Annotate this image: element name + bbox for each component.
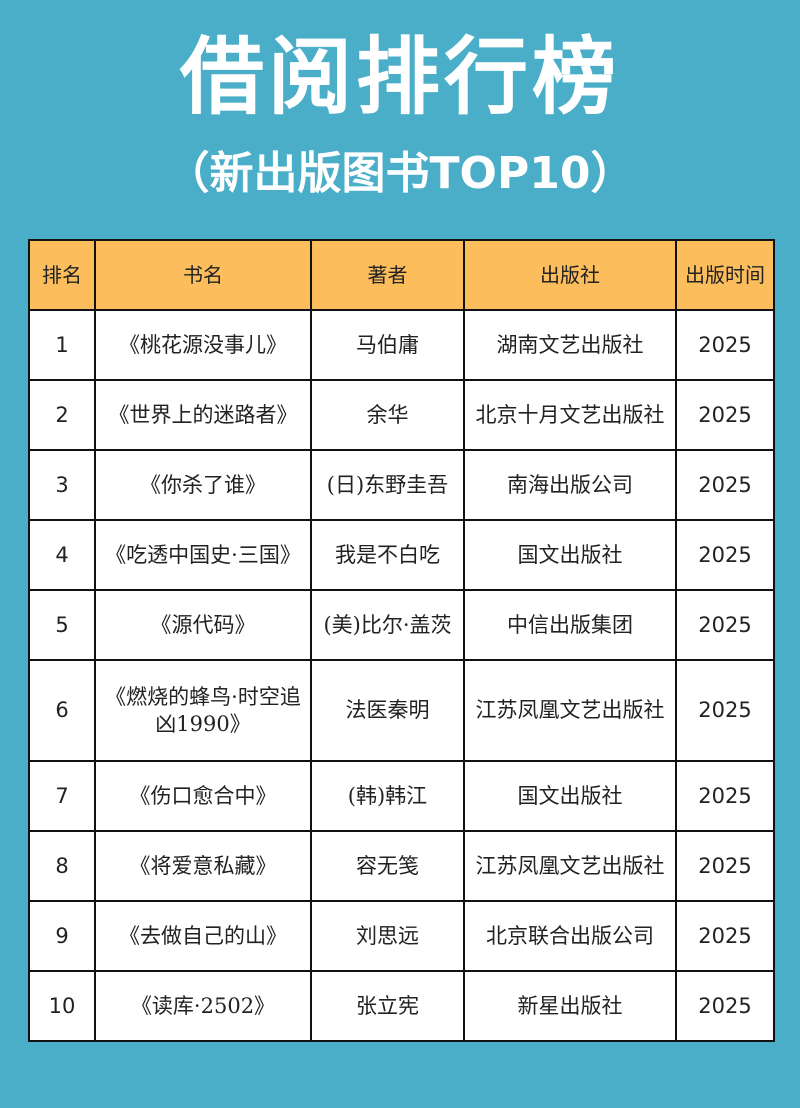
- table-row: 9 《去做自己的山》 刘思远 北京联合出版公司 2025: [28, 900, 775, 972]
- table-row: 2 《世界上的迷路者》 余华 北京十月文艺出版社 2025: [28, 379, 775, 451]
- author-cell: (韩)韩江: [310, 760, 465, 832]
- publisher-cell: 新星出版社: [463, 970, 677, 1042]
- table-row: 3 《你杀了谁》 (日)东野圭吾 南海出版公司 2025: [28, 449, 775, 521]
- year-cell: 2025: [675, 970, 775, 1042]
- rank-cell: 9: [28, 900, 96, 972]
- year-cell: 2025: [675, 589, 775, 661]
- author-cell: 余华: [310, 379, 465, 451]
- author-cell: (美)比尔·盖茨: [310, 589, 465, 661]
- book-title-cell: 《燃烧的蜂鸟·时空追凶1990》: [94, 659, 312, 762]
- table-row: 8 《将爱意私藏》 容无笺 江苏凤凰文艺出版社 2025: [28, 830, 775, 902]
- book-title-cell: 《将爱意私藏》: [94, 830, 312, 902]
- author-cell: 法医秦明: [310, 659, 465, 762]
- rank-cell: 6: [28, 659, 96, 762]
- book-title-cell: 《读库·2502》: [94, 970, 312, 1042]
- book-title-cell: 《桃花源没事儿》: [94, 309, 312, 381]
- author-cell: (日)东野圭吾: [310, 449, 465, 521]
- header-publish-time: 出版时间: [675, 239, 775, 311]
- year-cell: 2025: [675, 379, 775, 451]
- year-cell: 2025: [675, 659, 775, 762]
- page-subtitle: （新出版图书TOP10）: [165, 148, 635, 199]
- year-cell: 2025: [675, 449, 775, 521]
- publisher-cell: 北京十月文艺出版社: [463, 379, 677, 451]
- ranking-table: 排名 书名 著者 出版社 出版时间 1 《桃花源没事儿》 马伯庸 湖南文艺出版社…: [28, 239, 775, 1042]
- table-row: 1 《桃花源没事儿》 马伯庸 湖南文艺出版社 2025: [28, 309, 775, 381]
- table-header: 排名 书名 著者 出版社 出版时间: [28, 239, 775, 311]
- year-cell: 2025: [675, 830, 775, 902]
- header-publisher: 出版社: [463, 239, 677, 311]
- rank-cell: 2: [28, 379, 96, 451]
- publisher-cell: 中信出版集团: [463, 589, 677, 661]
- publisher-cell: 国文出版社: [463, 760, 677, 832]
- table-row: 5 《源代码》 (美)比尔·盖茨 中信出版集团 2025: [28, 589, 775, 661]
- publisher-cell: 湖南文艺出版社: [463, 309, 677, 381]
- year-cell: 2025: [675, 519, 775, 591]
- book-title-cell: 《伤口愈合中》: [94, 760, 312, 832]
- header-row: 排名 书名 著者 出版社 出版时间: [28, 239, 775, 311]
- author-cell: 容无笺: [310, 830, 465, 902]
- rank-cell: 4: [28, 519, 96, 591]
- table-row: 7 《伤口愈合中》 (韩)韩江 国文出版社 2025: [28, 760, 775, 832]
- rank-cell: 5: [28, 589, 96, 661]
- book-title-cell: 《吃透中国史·三国》: [94, 519, 312, 591]
- header-book: 书名: [94, 239, 312, 311]
- publisher-cell: 江苏凤凰文艺出版社: [463, 659, 677, 762]
- year-cell: 2025: [675, 760, 775, 832]
- rank-cell: 1: [28, 309, 96, 381]
- table-row: 4 《吃透中国史·三国》 我是不白吃 国文出版社 2025: [28, 519, 775, 591]
- publisher-cell: 南海出版公司: [463, 449, 677, 521]
- author-cell: 马伯庸: [310, 309, 465, 381]
- header-rank: 排名: [28, 239, 96, 311]
- table-row: 6 《燃烧的蜂鸟·时空追凶1990》 法医秦明 江苏凤凰文艺出版社 2025: [28, 659, 775, 762]
- table-body: 1 《桃花源没事儿》 马伯庸 湖南文艺出版社 2025 2 《世界上的迷路者》 …: [28, 309, 775, 1042]
- publisher-cell: 江苏凤凰文艺出版社: [463, 830, 677, 902]
- year-cell: 2025: [675, 309, 775, 381]
- table-row: 10 《读库·2502》 张立宪 新星出版社 2025: [28, 970, 775, 1042]
- book-title-cell: 《世界上的迷路者》: [94, 379, 312, 451]
- year-cell: 2025: [675, 900, 775, 972]
- rank-cell: 7: [28, 760, 96, 832]
- rank-cell: 8: [28, 830, 96, 902]
- book-title-cell: 《源代码》: [94, 589, 312, 661]
- author-cell: 刘思远: [310, 900, 465, 972]
- page-title: 借阅排行榜: [179, 28, 620, 126]
- author-cell: 我是不白吃: [310, 519, 465, 591]
- book-title-cell: 《你杀了谁》: [94, 449, 312, 521]
- publisher-cell: 国文出版社: [463, 519, 677, 591]
- header-author: 著者: [310, 239, 465, 311]
- rank-cell: 10: [28, 970, 96, 1042]
- publisher-cell: 北京联合出版公司: [463, 900, 677, 972]
- rank-cell: 3: [28, 449, 96, 521]
- author-cell: 张立宪: [310, 970, 465, 1042]
- book-title-cell: 《去做自己的山》: [94, 900, 312, 972]
